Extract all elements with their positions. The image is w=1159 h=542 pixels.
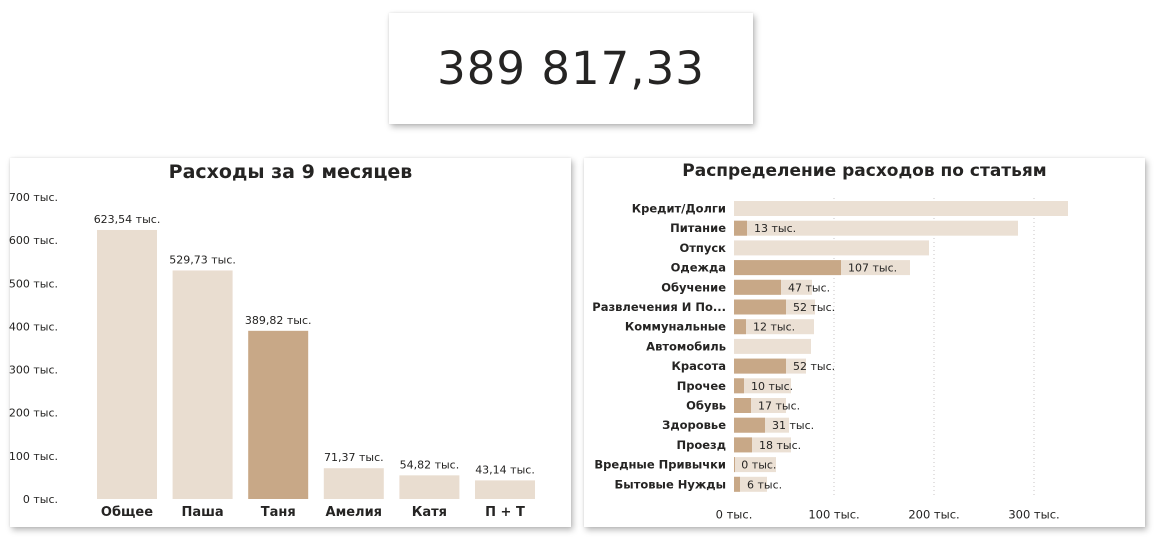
- bar-total-7[interactable]: [734, 338, 811, 354]
- kpi-value: 389 817,33: [437, 42, 705, 95]
- y-tick-label: 0 тыс.: [23, 493, 58, 506]
- bar-highlight-14[interactable]: [734, 476, 740, 492]
- data-label: 389,82 тыс.: [245, 314, 312, 327]
- chart-title: Распределение расходов по статьям: [682, 161, 1047, 181]
- data-label: 18 тыс.: [759, 439, 801, 452]
- category-label: Автомобиль: [646, 339, 726, 353]
- data-label: 13 тыс.: [754, 222, 796, 235]
- bar-total-0[interactable]: [734, 201, 1068, 216]
- bar-total-13[interactable]: [734, 457, 776, 473]
- data-label: 623,54 тыс.: [94, 213, 161, 226]
- category-label: Красота: [671, 359, 726, 373]
- data-label: 54,82 тыс.: [400, 458, 460, 471]
- y-tick-label: 400 тыс.: [9, 320, 58, 333]
- data-label: 17 тыс.: [758, 400, 800, 413]
- category-label: Обучение: [661, 280, 726, 294]
- data-label: 71,37 тыс.: [324, 451, 384, 464]
- data-label: 12 тыс.: [753, 321, 795, 334]
- x-tick-label: 0 тыс.: [716, 508, 753, 522]
- bar-highlight-10[interactable]: [734, 398, 751, 413]
- bar-highlight-3[interactable]: [734, 260, 841, 276]
- bar-3[interactable]: [323, 468, 384, 499]
- data-label: 52 тыс.: [793, 301, 835, 314]
- bar-highlight-5[interactable]: [734, 299, 786, 315]
- category-label: Коммунальные: [625, 320, 726, 334]
- bar-0[interactable]: [97, 229, 157, 499]
- category-label: Одежда: [671, 261, 726, 275]
- data-label: 10 тыс.: [751, 380, 793, 393]
- bar-highlight-8[interactable]: [734, 358, 786, 374]
- x-tick-label: Амелия: [326, 505, 382, 520]
- data-label: 6 тыс.: [747, 478, 782, 491]
- y-tick-label: 600 тыс.: [9, 234, 58, 247]
- bar-4[interactable]: [399, 475, 460, 499]
- column-chart-svg: 0 тыс. 100 тыс. 200 тыс. 300 тыс. 400 тыс. 50…: [9, 191, 535, 520]
- y-tick-label: 300 тыс.: [9, 364, 58, 377]
- y-tick-label: 200 тыс.: [9, 407, 58, 420]
- bar-total-14[interactable]: [734, 476, 767, 492]
- data-label: 43,14 тыс.: [475, 463, 535, 476]
- x-tick-label: 100 тыс.: [808, 508, 859, 522]
- expenses-by-person-chart[interactable]: Расходы за 9 месяцев 0 тыс. 100 тыс. 200 т…: [9, 158, 571, 527]
- category-label: Бытовые Нужды: [615, 477, 726, 491]
- bar-highlight-1[interactable]: [734, 220, 747, 236]
- category-label: Проезд: [676, 438, 726, 452]
- bar-1[interactable]: [172, 270, 233, 499]
- x-tick-label: Общее: [101, 505, 153, 520]
- kpi-card[interactable]: 389 817,33: [389, 13, 753, 124]
- category-label: Развлечения И По...: [592, 300, 726, 314]
- category-label: Здоровье: [662, 418, 726, 432]
- bar-2[interactable]: [248, 330, 309, 499]
- bar-highlight-6[interactable]: [734, 319, 746, 335]
- x-tick-label: Паша: [181, 505, 223, 520]
- bar-highlight-11[interactable]: [734, 417, 765, 433]
- x-tick-label: Таня: [261, 505, 296, 520]
- x-tick-label: Катя: [412, 505, 447, 520]
- x-tick-label: 200 тыс.: [908, 508, 959, 522]
- bar-total-1[interactable]: [734, 220, 1018, 236]
- bar-total-2[interactable]: [734, 240, 929, 256]
- bar-highlight-9[interactable]: [734, 378, 744, 394]
- data-label: 529,73 тыс.: [169, 253, 236, 266]
- bar-highlight-13[interactable]: [734, 457, 735, 473]
- category-label: Питание: [670, 221, 726, 235]
- data-label: 52 тыс.: [793, 360, 835, 373]
- data-label: 31 тыс.: [772, 419, 814, 432]
- chart-title: Расходы за 9 месяцев: [168, 161, 413, 183]
- data-label: 107 тыс.: [848, 262, 897, 275]
- bar-total-9[interactable]: [734, 378, 791, 394]
- bar-total-6[interactable]: [734, 319, 814, 335]
- category-label: Обувь: [686, 399, 726, 413]
- category-label: Вредные Привычки: [594, 458, 726, 472]
- category-label: Отпуск: [679, 241, 726, 255]
- bar-highlight-4[interactable]: [734, 279, 781, 295]
- category-label: Прочее: [677, 379, 726, 393]
- bar-highlight-12[interactable]: [734, 437, 752, 453]
- expenses-by-category-chart[interactable]: Распределение расходов по статьям Кредит…: [584, 158, 1145, 527]
- bar-5[interactable]: [475, 480, 535, 499]
- y-tick-label: 700 тыс.: [9, 191, 58, 204]
- data-label: 0 тыс.: [741, 459, 776, 472]
- x-tick-label: П + Т: [485, 505, 525, 520]
- y-tick-label: 100 тыс.: [9, 450, 58, 463]
- x-tick-label: 300 тыс.: [1008, 508, 1059, 522]
- y-tick-label: 500 тыс.: [9, 277, 58, 290]
- category-label: Кредит/Долги: [632, 202, 726, 216]
- data-label: 47 тыс.: [788, 281, 830, 294]
- horizontal-bar-chart-svg: Кредит/Долги Питание 13 тыс. Отпуск Одежда 10…: [592, 198, 1068, 522]
